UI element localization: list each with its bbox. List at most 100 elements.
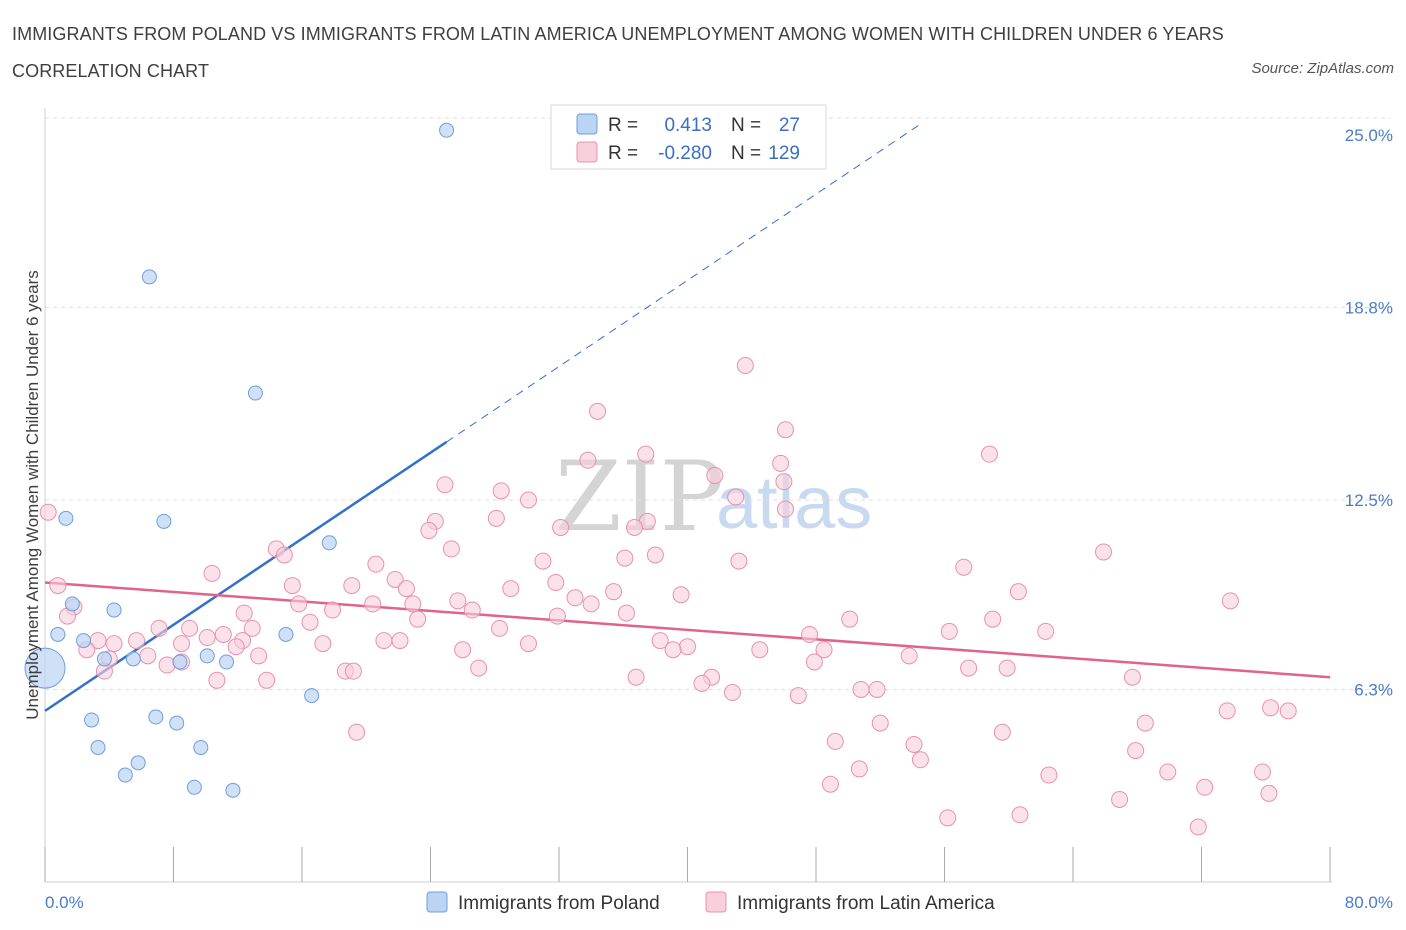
latam-point xyxy=(105,635,123,653)
latam-point xyxy=(397,580,415,598)
x-tick-label-min: 0.0% xyxy=(45,893,84,912)
latam-point xyxy=(235,604,253,622)
latam-point xyxy=(852,680,870,698)
latam-point xyxy=(491,619,509,637)
latam-point xyxy=(776,421,794,439)
poland-trendline-extension xyxy=(446,123,921,443)
y-tick-label: 12.5% xyxy=(1345,491,1393,510)
latam-point xyxy=(436,476,454,494)
latam-point xyxy=(534,552,552,570)
poland-point xyxy=(278,626,294,642)
latam-point xyxy=(227,638,245,656)
poland-point xyxy=(76,633,92,649)
legend-r-value-latam: -0.280 xyxy=(658,143,712,164)
latam-point xyxy=(980,445,998,463)
poland-point xyxy=(169,715,185,731)
poland-point xyxy=(64,596,80,612)
latam-point xyxy=(900,647,918,665)
latam-point xyxy=(911,751,929,769)
latam-point xyxy=(637,445,655,463)
latam-point xyxy=(616,549,634,567)
legend-n-label-poland: N = xyxy=(731,115,761,136)
latam-point xyxy=(283,577,301,595)
latam-point xyxy=(772,454,790,472)
latam-point xyxy=(49,577,67,595)
latam-point xyxy=(301,613,319,631)
latam-point xyxy=(348,723,366,741)
latam-point xyxy=(258,671,276,689)
latam-point xyxy=(243,619,261,637)
latam-point xyxy=(449,592,467,610)
y-tick-label: 25.0% xyxy=(1345,126,1393,145)
legend-swatch-poland xyxy=(576,113,598,135)
poland-point xyxy=(439,122,455,138)
latam-point xyxy=(566,589,584,607)
latam-point xyxy=(470,659,488,677)
legend-n-value-latam: 129 xyxy=(768,143,800,164)
poland-point xyxy=(96,651,112,667)
latam-point xyxy=(940,622,958,640)
latam-point xyxy=(324,601,342,619)
latam-point xyxy=(463,601,481,619)
latam-point xyxy=(492,482,510,500)
poland-point xyxy=(141,269,157,285)
latam-point xyxy=(605,583,623,601)
latam-point xyxy=(487,509,505,527)
latam-point xyxy=(158,656,176,674)
latam-point xyxy=(409,610,427,628)
axes xyxy=(44,108,1332,883)
latam-point xyxy=(344,662,362,680)
latam-point xyxy=(1279,702,1297,720)
latam-point xyxy=(775,473,793,491)
correlation-legend: R = 0.413 N = 27 R = -0.280 N = 129 xyxy=(550,104,827,170)
latam-point xyxy=(646,546,664,564)
legend-swatch-latam xyxy=(576,141,598,163)
latam-point xyxy=(815,641,833,659)
latam-point xyxy=(751,641,769,659)
latam-point xyxy=(552,519,570,537)
poland-points xyxy=(24,122,455,798)
trendlines xyxy=(44,123,1331,712)
latam-point xyxy=(801,625,819,643)
poland-point xyxy=(50,626,66,642)
latam-point xyxy=(502,580,520,598)
latam-point xyxy=(1011,806,1029,824)
latam-point xyxy=(181,619,199,637)
series-legend: Immigrants from Poland Immigrants from L… xyxy=(426,891,995,914)
latam-point xyxy=(1111,790,1129,808)
y-tick-labels: 6.3% 12.5% 18.8% 25.0% xyxy=(1345,126,1393,699)
latam-point xyxy=(998,659,1016,677)
poland-point xyxy=(58,510,74,526)
poland-point xyxy=(90,740,106,756)
latam-point xyxy=(905,735,923,753)
latam-point xyxy=(1189,818,1207,836)
chart-title: IMMIGRANTS FROM POLAND VS IMMIGRANTS FRO… xyxy=(12,24,1224,81)
poland-point xyxy=(247,385,263,401)
bottom-legend-swatch-latam xyxy=(705,891,727,913)
latam-point xyxy=(208,671,226,689)
latam-point xyxy=(314,635,332,653)
latam-point xyxy=(730,552,748,570)
latam-point xyxy=(519,491,537,509)
latam-point xyxy=(868,680,886,698)
latam-point xyxy=(841,610,859,628)
bottom-legend-swatch-poland xyxy=(426,891,448,913)
latam-point xyxy=(203,564,221,582)
poland-point xyxy=(125,651,141,667)
latam-point xyxy=(664,641,682,659)
poland-point xyxy=(225,782,241,798)
latam-point xyxy=(1009,583,1027,601)
latam-point xyxy=(579,451,597,469)
latam-point xyxy=(1037,622,1055,640)
latam-points xyxy=(39,357,1297,836)
latam-point xyxy=(582,595,600,613)
latam-point xyxy=(275,546,293,564)
poland-point xyxy=(219,654,235,670)
latam-point xyxy=(805,653,823,671)
legend-r-value-poland: 0.413 xyxy=(664,115,712,136)
latam-point xyxy=(1040,766,1058,784)
latam-point xyxy=(139,647,157,665)
poland-point xyxy=(148,709,164,725)
latam-point xyxy=(955,558,973,576)
legend-r-label-poland: R = xyxy=(608,115,638,136)
